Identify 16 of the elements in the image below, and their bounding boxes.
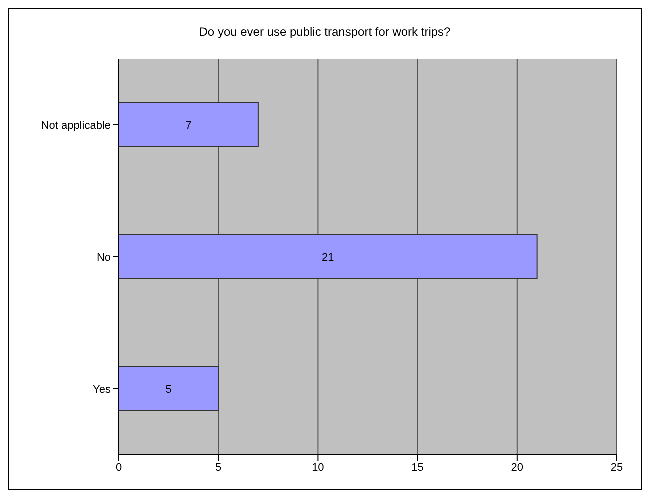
y-tick-label: Yes xyxy=(93,384,112,396)
data-label: 21 xyxy=(322,252,334,264)
bar xyxy=(119,366,220,412)
data-label: 7 xyxy=(186,120,192,132)
y-tick-label: No xyxy=(96,252,111,264)
x-tick-label: 25 xyxy=(610,462,624,474)
bar xyxy=(119,234,538,280)
y-tick-label: Not applicable xyxy=(41,120,111,132)
x-tick-label: 15 xyxy=(412,462,424,474)
x-tick-label: 10 xyxy=(312,462,324,474)
x-tick-label: 20 xyxy=(511,462,524,474)
chart-title: Do you ever use public transport for work trips? xyxy=(198,24,452,41)
x-tick-label: 5 xyxy=(216,462,222,474)
bar xyxy=(119,102,259,148)
data-label: 5 xyxy=(166,384,172,396)
x-tick-label: 0 xyxy=(116,462,122,474)
